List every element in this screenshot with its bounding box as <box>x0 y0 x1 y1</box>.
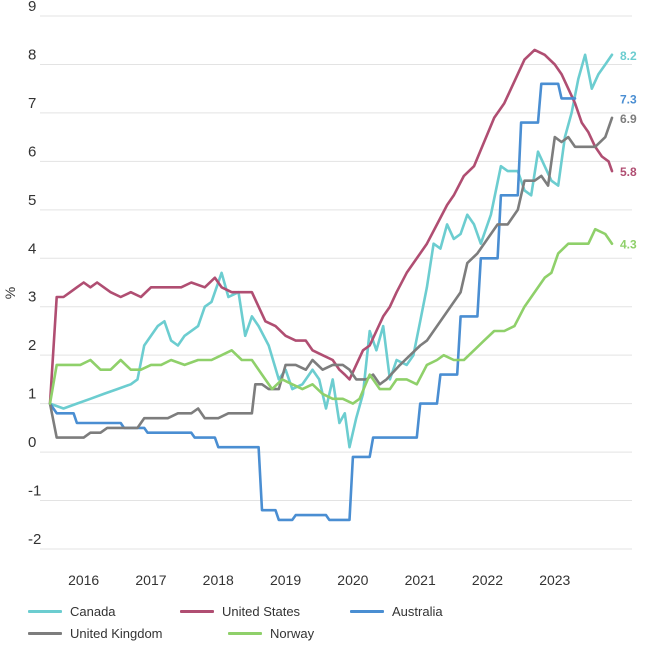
y-tick-label: 0 <box>28 434 36 451</box>
series-line-norway <box>48 227 614 405</box>
x-tick-label: 2022 <box>472 572 503 588</box>
y-tick-label: 1 <box>28 386 36 403</box>
series-line-united-states <box>48 48 614 405</box>
x-tick-label: 2020 <box>337 572 368 588</box>
legend-item-united-states: United States <box>180 604 330 619</box>
y-tick-label: -1 <box>28 483 41 500</box>
end-label-canada: 8.2 <box>620 49 637 63</box>
y-tick-label: 4 <box>28 240 36 257</box>
y-tick-label: 2 <box>28 337 36 354</box>
x-tick-label: 2018 <box>203 572 234 588</box>
y-tick-label: -2 <box>28 531 41 548</box>
y-axis-label: % <box>2 287 18 299</box>
y-tick-label: 5 <box>28 192 36 209</box>
legend-item-australia: Australia <box>350 604 443 619</box>
x-tick-label: 2016 <box>68 572 99 588</box>
legend-swatch <box>180 609 214 613</box>
legend-item-canada: Canada <box>28 604 160 619</box>
line-chart: 9 8 7 6 5 4 3 2 1 0 -1 -2% 2016 2017 2018 2019 2020 2021 2… <box>2 0 637 588</box>
legend-swatch <box>28 631 62 635</box>
legend: Canada United States Australia United Kingd… <box>28 600 628 644</box>
series-line-united-kingdom <box>48 116 614 439</box>
legend-swatch <box>350 609 384 613</box>
legend-label: Australia <box>392 603 443 619</box>
legend-swatch <box>228 631 262 635</box>
x-tick-label: 2019 <box>270 572 301 588</box>
legend-item-united-kingdom: United Kingdom <box>28 626 208 641</box>
x-tick-label: 2021 <box>405 572 436 588</box>
series-line-canada <box>48 53 614 449</box>
legend-label: Norway <box>270 625 315 641</box>
legend-item-norway: Norway <box>228 626 314 641</box>
legend-row: United Kingdom Norway <box>28 622 628 644</box>
series-line-australia <box>48 82 577 522</box>
y-tick-label: 6 <box>28 143 36 160</box>
x-tick-label: 2023 <box>539 572 570 588</box>
y-tick-label: 9 <box>28 0 36 15</box>
legend-label: United States <box>222 603 301 619</box>
legend-label: United Kingdom <box>70 625 163 641</box>
legend-row: Canada United States Australia <box>28 600 628 622</box>
x-tick-label: 2017 <box>135 572 166 588</box>
y-tick-label: 3 <box>28 289 36 306</box>
legend-label: Canada <box>70 603 116 619</box>
y-tick-label: 8 <box>28 46 36 63</box>
grid-lines <box>40 15 632 550</box>
end-label-australia: 7.3 <box>620 92 637 106</box>
y-tick-label: 7 <box>28 95 36 112</box>
legend-swatch <box>28 609 62 613</box>
end-label-united-kingdom: 6.9 <box>620 112 637 126</box>
end-label-united-states: 5.8 <box>620 165 637 179</box>
end-label-norway: 4.3 <box>620 238 637 252</box>
